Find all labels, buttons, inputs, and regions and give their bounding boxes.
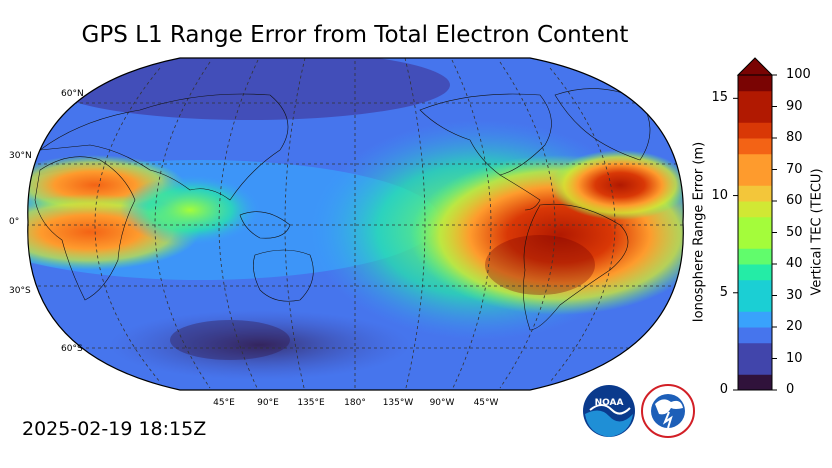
colorbar-right-tick-label: 50 <box>786 224 803 240</box>
colorbar-band <box>738 295 772 312</box>
lat-label-30s: 30°S <box>9 286 31 296</box>
colorbar-band <box>738 75 772 92</box>
colorbar-band <box>738 279 772 296</box>
noaa-logo: NOAA <box>583 385 635 437</box>
colorbar-band <box>738 122 772 139</box>
lat-label-30n: 30°N <box>9 151 32 161</box>
colorbar-right-tick-label: 90 <box>786 98 803 114</box>
colorbar-band <box>738 90 772 107</box>
chart-title: GPS L1 Range Error from Total Electron C… <box>81 22 629 48</box>
colorbar-right-tick-label: 0 <box>786 382 795 397</box>
colorbar-bands <box>738 75 772 391</box>
colorbar-band <box>738 106 772 123</box>
lon-label-135e: 135°E <box>297 398 325 408</box>
colorbar-band <box>738 327 772 344</box>
colorbar-right-tick-label: 80 <box>786 130 803 145</box>
nws-logo <box>641 384 695 438</box>
colorbar-band <box>738 248 772 265</box>
colorbar-right-tick-label: 70 <box>786 161 803 177</box>
colorbar-band <box>738 374 772 391</box>
lat-label-0: 0° <box>9 217 20 227</box>
colorbar-band <box>738 169 772 186</box>
lon-label-45e: 45°E <box>213 398 235 408</box>
lon-label-45w: 45°W <box>473 398 499 408</box>
colorbar-left-tick-label: 15 <box>711 90 728 106</box>
colorbar-left-tick-label: 10 <box>711 187 728 203</box>
timestamp: 2025-02-19 18:15Z <box>22 418 207 440</box>
globe-outline <box>27 57 684 391</box>
colorbar-band <box>738 264 772 281</box>
colorbar-band <box>738 216 772 233</box>
colorbar-right-label: Vertical TEC (TECU) <box>809 168 825 296</box>
lon-label-180: 180° <box>344 398 366 408</box>
colorbar-right-tick-label: 20 <box>786 319 803 334</box>
colorbar-band <box>738 201 772 218</box>
graticule <box>27 58 684 390</box>
colorbar-ticks <box>733 74 777 391</box>
colorbar-band <box>738 311 772 328</box>
colorbar-band <box>738 358 772 375</box>
colorbar-band <box>738 138 772 155</box>
tec-field <box>27 58 684 390</box>
colorbar-right-tick-label: 10 <box>786 350 803 366</box>
coastlines <box>34 88 651 331</box>
lon-label-135w: 135°W <box>382 398 414 408</box>
lon-label-90e: 90°E <box>257 398 279 408</box>
colorbar-left-tick-label: 0 <box>719 382 728 397</box>
lat-label-60n: 60°N <box>61 89 84 99</box>
colorbar-left-label: Ionosphere Range Error (m) <box>691 141 707 323</box>
colorbar-band <box>738 185 772 202</box>
colorbar-right-tick-label: 100 <box>786 67 811 82</box>
lon-label-90w: 90°W <box>429 398 455 408</box>
noaa-logo-text: NOAA <box>595 398 624 408</box>
colorbar-band <box>738 232 772 249</box>
colorbar-band <box>738 342 772 359</box>
colorbar-right-tick-label: 60 <box>786 193 803 208</box>
colorbar-band <box>738 153 772 170</box>
colorbar-extend-arrow <box>736 57 774 76</box>
lat-label-60s: 60°S <box>61 344 83 354</box>
colorbar-right-tick-label: 30 <box>786 287 803 303</box>
colorbar-right-tick-label: 40 <box>786 256 803 271</box>
colorbar-left-tick-label: 5 <box>719 284 728 300</box>
